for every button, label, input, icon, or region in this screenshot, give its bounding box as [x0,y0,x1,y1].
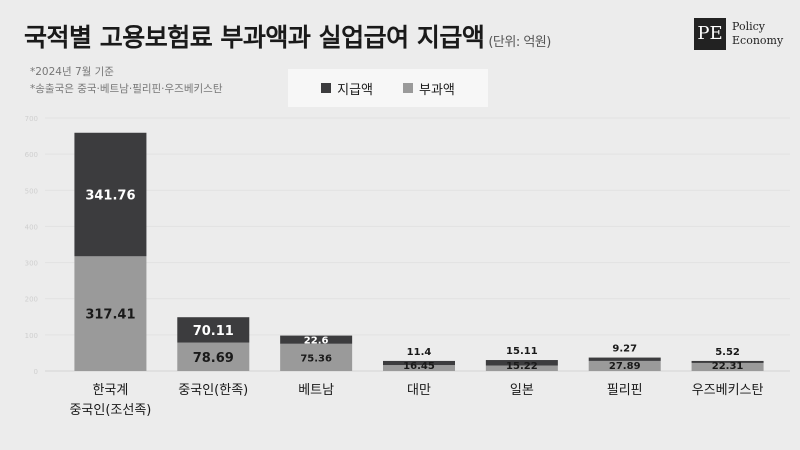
note-source-countries: *송출국은 중국·베트남·필리핀·우즈베키스탄 [30,83,223,95]
legend-swatch-levied [403,83,413,93]
logo-mark: PE [694,18,726,50]
legend-item-paid: 지급액 [321,79,373,98]
bar-levied [177,342,250,371]
note-date: *2024년 7월 기준 [30,66,114,78]
data-label-paid: 22.6 [304,336,329,347]
title-text: 국적별 고용보험료 부과액과 실업급여 지급액 [24,23,485,52]
data-label-paid: 11.4 [407,347,432,358]
y-tick-label: 700 [25,115,38,123]
bar-levied [485,365,558,371]
x-tick-label: 일본 [510,383,534,398]
bar-paid [383,360,455,366]
bar-paid [74,132,147,257]
legend-label-paid: 지급액 [337,82,373,98]
data-label-levied: 16.45 [403,361,435,372]
data-label-paid: 15.11 [506,346,538,357]
logo-line1: Policy [732,20,765,33]
y-tick-label: 500 [25,187,38,195]
logo-text: Policy Economy [732,20,783,48]
x-tick-label: 한국계 [92,383,128,398]
x-tick-label: 대만 [407,383,431,398]
data-label-paid: 5.52 [715,347,740,358]
data-label-levied: 78.69 [193,351,234,366]
x-tick-label: 중국인(한족) [178,383,248,398]
bar-paid [485,360,558,366]
bar-paid [588,357,661,361]
x-tick-label: 베트남 [298,383,334,398]
data-label-levied: 22.31 [712,361,744,372]
data-label-paid: 9.27 [612,344,637,355]
bar-levied [383,365,455,371]
y-tick-label: 400 [25,223,38,231]
x-tick-label: 필리핀 [607,383,643,398]
y-tick-label: 200 [25,296,38,304]
bar-levied [74,256,147,371]
logo-line2: Economy [732,34,784,47]
bar-levied [691,362,764,371]
data-label-levied: 317.41 [85,308,135,323]
data-label-paid: 341.76 [85,189,135,204]
legend-item-levied: 부과액 [403,79,455,98]
data-label-levied: 75.36 [300,353,332,364]
data-label-paid: 70.11 [193,324,234,339]
legend-swatch-paid [321,83,332,93]
bar-levied [588,360,661,371]
legend: 지급액 부과액 [288,69,488,107]
chart-title: 국적별 고용보험료 부과액과 실업급여 지급액 (단위: 억원) [24,18,551,54]
bar-paid [177,317,250,343]
bar-paid [691,360,764,363]
legend-label-levied: 부과액 [419,82,455,98]
bar-paid [280,335,353,344]
data-label-levied: 15.22 [506,361,538,372]
y-tick-label: 0 [34,368,38,376]
y-tick-label: 100 [25,332,38,340]
bar-levied [280,343,353,371]
y-tick-label: 600 [25,151,38,159]
logo: PE Policy Economy [694,18,784,52]
x-tick-label: 우즈베키스탄 [692,383,764,398]
x-tick-label: 중국인(조선족) [69,403,151,418]
y-tick-label: 300 [25,260,38,268]
unit-label: (단위: 억원) [488,35,551,50]
data-label-levied: 27.89 [609,361,641,372]
